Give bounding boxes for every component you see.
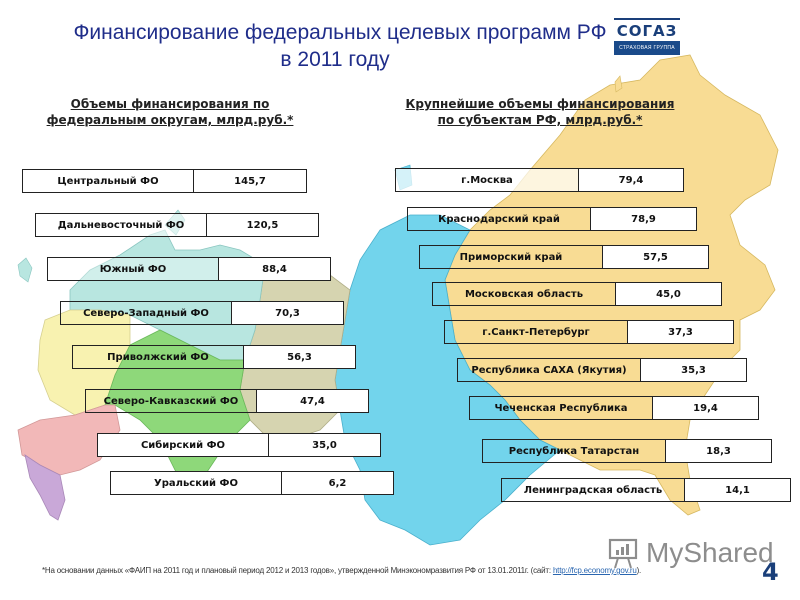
district-value: 145,7 bbox=[194, 170, 306, 192]
subject-value: 14,1 bbox=[685, 479, 790, 501]
district-value: 88,4 bbox=[219, 258, 330, 280]
district-label: Южный ФО bbox=[48, 258, 219, 280]
district-value: 56,3 bbox=[244, 346, 355, 368]
district-label: Северо-Западный ФО bbox=[61, 302, 232, 324]
subject-label: Ленинградская область bbox=[502, 479, 685, 501]
subject-value: 35,3 bbox=[641, 359, 746, 381]
district-value: 6,2 bbox=[282, 472, 393, 494]
subject-label: Республика САХА (Якутия) bbox=[458, 359, 641, 381]
logo-name: СОГАЗ bbox=[614, 18, 680, 41]
footnote-text: *На основании данных «ФАИП на 2011 год и… bbox=[42, 566, 553, 575]
subject-row-moscow: г.Москва 79,4 bbox=[395, 168, 684, 192]
subject-row-leningrad-oblast: Ленинградская область 14,1 bbox=[501, 478, 791, 502]
subject-label: Краснодарский край bbox=[408, 208, 591, 230]
subject-label: г.Москва bbox=[396, 169, 579, 191]
district-value: 120,5 bbox=[207, 214, 318, 236]
district-value: 35,0 bbox=[269, 434, 380, 456]
district-row-volga: Приволжский ФО 56,3 bbox=[72, 345, 356, 369]
subject-value: 78,9 bbox=[591, 208, 696, 230]
right-panel-heading: Крупнейшие объемы финансирования по субъ… bbox=[400, 96, 680, 128]
footnote-suffix: ). bbox=[636, 566, 642, 575]
district-label: Центральный ФО bbox=[23, 170, 194, 192]
district-row-northwest: Северо-Западный ФО 70,3 bbox=[60, 301, 344, 325]
district-label: Дальневосточный ФО bbox=[36, 214, 207, 236]
subject-row-moscow-oblast: Московская область 45,0 bbox=[432, 282, 722, 306]
district-label: Приволжский ФО bbox=[73, 346, 244, 368]
presentation-board-icon bbox=[608, 538, 638, 569]
subject-row-yakutia: Республика САХА (Якутия) 35,3 bbox=[457, 358, 747, 382]
district-label: Уральский ФО bbox=[111, 472, 282, 494]
slide-title-line1: Финансирование федеральных целевых прогр… bbox=[73, 21, 607, 44]
subject-label: Московская область bbox=[433, 283, 616, 305]
subject-row-saint-petersburg: г.Санкт-Петербург 37,3 bbox=[444, 320, 734, 344]
watermark-text: MyShared bbox=[646, 537, 774, 568]
district-row-south: Южный ФО 88,4 bbox=[47, 257, 331, 281]
subject-row-primorsky: Приморский край 57,5 bbox=[419, 245, 709, 269]
subject-value: 37,3 bbox=[628, 321, 733, 343]
district-value: 47,4 bbox=[257, 390, 368, 412]
page-number: 4 bbox=[762, 558, 779, 586]
district-row-central: Центральный ФО 145,7 bbox=[22, 169, 307, 193]
logo-tagline: СТРАХОВАЯ ГРУППА bbox=[614, 41, 680, 55]
slide-title-line2: в 2011 году bbox=[280, 48, 390, 71]
district-row-north-caucasus: Северо-Кавказский ФО 47,4 bbox=[85, 389, 369, 413]
sogaz-logo: СОГАЗ СТРАХОВАЯ ГРУППА bbox=[614, 18, 680, 55]
footnote: *На основании данных «ФАИП на 2011 год и… bbox=[42, 566, 641, 575]
myshared-watermark: MyShared bbox=[606, 536, 774, 570]
subject-value: 45,0 bbox=[616, 283, 721, 305]
district-label: Северо-Кавказский ФО bbox=[86, 390, 257, 412]
right-heading-line2: по субъектам РФ, млрд.руб.* bbox=[437, 113, 643, 127]
subject-value: 18,3 bbox=[666, 440, 771, 462]
left-heading-line1: Объемы финансирования по bbox=[70, 97, 270, 111]
subject-row-krasnodar: Краснодарский край 78,9 bbox=[407, 207, 697, 231]
district-row-ural: Уральский ФО 6,2 bbox=[110, 471, 394, 495]
subject-label: г.Санкт-Петербург bbox=[445, 321, 628, 343]
subject-value: 19,4 bbox=[653, 397, 758, 419]
subject-label: Приморский край bbox=[420, 246, 603, 268]
left-heading-line2: федеральным округам, млрд.руб.* bbox=[46, 113, 294, 127]
subject-label: Чеченская Республика bbox=[470, 397, 653, 419]
source-link[interactable]: http://fcp.economy.gov.ru bbox=[552, 566, 637, 575]
district-row-far-east: Дальневосточный ФО 120,5 bbox=[35, 213, 319, 237]
subject-label: Республика Татарстан bbox=[483, 440, 666, 462]
right-heading-line1: Крупнейшие объемы финансирования bbox=[405, 97, 675, 111]
subject-value: 79,4 bbox=[579, 169, 683, 191]
subject-value: 57,5 bbox=[603, 246, 708, 268]
district-label: Сибирский ФО bbox=[98, 434, 269, 456]
left-panel-heading: Объемы финансирования по федеральным окр… bbox=[30, 96, 310, 128]
map-region-north-caucasus bbox=[24, 454, 66, 521]
subject-row-tatarstan: Республика Татарстан 18,3 bbox=[482, 439, 772, 463]
district-row-siberia: Сибирский ФО 35,0 bbox=[97, 433, 381, 457]
district-value: 70,3 bbox=[232, 302, 343, 324]
subject-row-chechnya: Чеченская Республика 19,4 bbox=[469, 396, 759, 420]
